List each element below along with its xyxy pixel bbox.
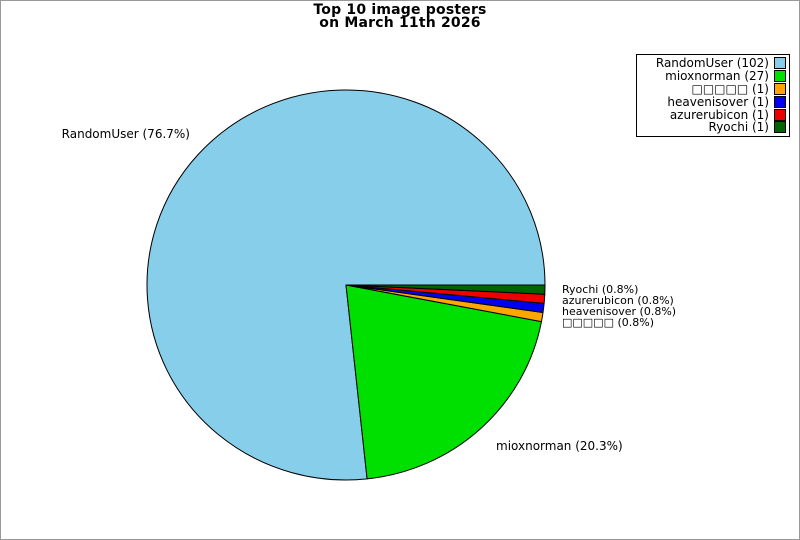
legend-swatch [774,57,786,70]
legend-item: heavenisover (1) [640,94,786,109]
legend-swatch [774,108,786,121]
legend-label: Ryochi (1) [708,120,769,135]
pie-slice-mioxnorman [345,284,542,480]
legend-swatch [774,70,786,83]
legend-item: mioxnorman (27) [640,69,786,84]
legend-label: azurerubicon (1) [669,107,769,122]
legend-item: Ryochi (1) [640,120,786,135]
legend-item: azurerubicon (1) [640,107,786,122]
legend-label: □□□□□ (1) [691,82,769,96]
slice-label-ryochi: Ryochi (0.8%) [562,283,639,296]
slice-label-heavenisover: heavenisover (0.8%) [562,305,677,318]
pie-slice-randomuser [146,89,546,481]
chart-title-line2: on March 11th 2026 [319,15,481,31]
pie-slice-ryochi [345,284,546,295]
legend-label: heavenisover (1) [667,94,769,109]
chart-title-line1: Top 10 image posters [313,2,487,18]
legend-swatch [774,121,786,134]
chart-title: Top 10 image posters on March 11th 2026 [1,2,799,31]
legend-item: RandomUser (102) [640,56,786,71]
slice-label-azurerubicon: azurerubicon (0.8%) [562,294,674,307]
legend-swatch [774,82,786,95]
slice-label-randomuser: RandomUser (76.7%) [61,127,190,141]
legend-item: □□□□□ (1) [640,82,786,96]
legend-swatch [774,95,786,108]
slice-label-tofu: □□□□□ (0.8%) [562,316,654,329]
legend: RandomUser (102) mioxnorman (27) □□□□□ (1)… [636,54,790,137]
legend-label: mioxnorman (27) [665,69,769,84]
slice-label-stack: Ryochi (0.8%) azurerubicon (0.8%) heaven… [562,284,676,328]
legend-label: RandomUser (102) [655,56,769,71]
slice-label-mioxnorman: mioxnorman (20.3%) [496,439,623,453]
